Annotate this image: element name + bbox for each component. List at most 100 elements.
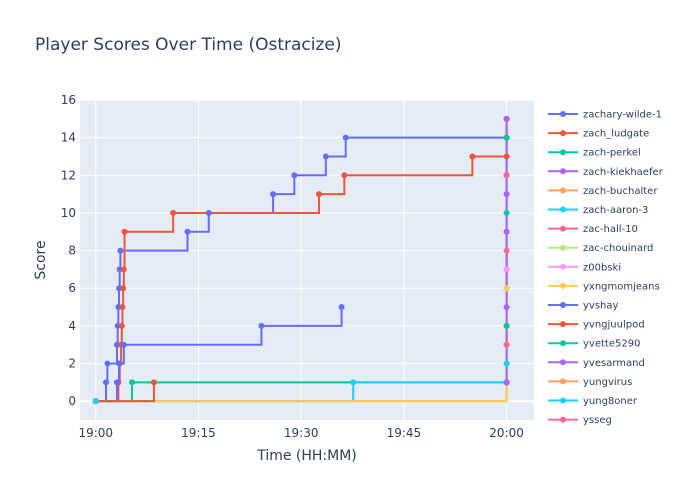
data-point <box>503 341 510 348</box>
legend-marker-swatch <box>560 130 566 137</box>
legend-marker-swatch <box>560 282 566 289</box>
legend-item[interactable]: yvshay <box>548 301 619 312</box>
legend-label: zach-kiekhaefer <box>583 167 664 178</box>
data-point <box>342 134 349 141</box>
legend[interactable]: zachary-wilde-1 zach_ludgate zach-perkel za… <box>548 110 664 427</box>
legend-item[interactable]: yvngjuulpod <box>548 320 645 331</box>
data-point <box>258 322 265 329</box>
y-axis-title: Score <box>33 240 49 279</box>
data-point <box>115 304 122 311</box>
data-point <box>503 247 510 254</box>
legend-label: zach-aaron-3 <box>583 205 648 216</box>
legend-marker-swatch <box>560 244 566 251</box>
y-tick-label: 14 <box>61 131 76 145</box>
data-point <box>120 341 127 348</box>
legend-item[interactable]: zach-buchalter <box>548 186 658 197</box>
legend-marker-swatch <box>560 149 566 156</box>
data-point <box>469 153 476 160</box>
x-tick-label: 20:00 <box>489 426 524 440</box>
data-point <box>350 379 357 386</box>
legend-item[interactable]: yungvirus <box>548 377 632 388</box>
legend-label: yung8oner <box>583 396 638 407</box>
data-point <box>150 379 157 386</box>
legend-label: z00bski <box>583 262 621 273</box>
legend-marker-swatch <box>560 187 566 194</box>
legend-label: yxngmomjeans <box>583 281 660 292</box>
legend-item[interactable]: yvette5290 <box>548 339 640 350</box>
legend-item[interactable]: zach-aaron-3 <box>548 205 648 216</box>
data-point <box>503 285 510 292</box>
legend-marker-swatch <box>560 359 566 366</box>
legend-label: zachary-wilde-1 <box>583 110 662 121</box>
legend-label: yungvirus <box>583 377 632 388</box>
y-tick-label: 6 <box>68 281 76 295</box>
legend-marker-swatch <box>560 397 566 404</box>
legend-marker-swatch <box>560 321 566 328</box>
data-point <box>322 153 329 160</box>
data-point <box>104 360 111 367</box>
series-line <box>95 307 343 403</box>
data-point <box>170 209 177 216</box>
data-point <box>503 191 510 198</box>
x-tick-label: 19:45 <box>387 426 422 440</box>
data-point <box>315 191 322 198</box>
legend-item[interactable]: zach-perkel <box>548 148 641 159</box>
data-point <box>503 304 510 311</box>
legend-item[interactable]: ysseg <box>548 415 612 426</box>
legend-marker-swatch <box>560 263 566 270</box>
legend-item[interactable]: zac-hall-10 <box>548 224 638 235</box>
data-point <box>117 247 124 254</box>
legend-item[interactable]: z00bski <box>548 262 621 273</box>
data-point <box>503 360 510 367</box>
legend-label: yvshay <box>583 301 619 312</box>
data-point <box>338 304 345 311</box>
data-point <box>121 228 128 235</box>
series-line <box>95 382 155 403</box>
data-point <box>270 191 277 198</box>
legend-marker-swatch <box>560 225 566 232</box>
plot-area <box>80 100 534 420</box>
data-point <box>503 134 510 141</box>
legend-marker-swatch <box>560 168 566 175</box>
legend-label: ysseg <box>583 415 612 426</box>
y-tick-label: 4 <box>68 319 76 333</box>
legend-label: zac-hall-10 <box>583 224 638 235</box>
x-tick-label: 19:15 <box>181 426 216 440</box>
y-tick-label: 8 <box>68 244 76 258</box>
data-point <box>205 209 212 216</box>
x-axis-title: Time (HH:MM) <box>256 448 357 464</box>
legend-marker-swatch <box>560 206 566 213</box>
legend-item[interactable]: zach_ludgate <box>548 129 649 140</box>
legend-item[interactable]: zac-chouinard <box>548 243 653 254</box>
legend-item[interactable]: zach-kiekhaefer <box>548 167 664 178</box>
legend-item[interactable]: yxngmomjeans <box>548 281 660 292</box>
x-tick-label: 19:30 <box>284 426 319 440</box>
legend-marker-swatch <box>560 340 566 347</box>
data-point <box>503 209 510 216</box>
legend-item[interactable]: zachary-wilde-1 <box>548 110 662 121</box>
legend-label: yvette5290 <box>583 339 640 350</box>
data-point <box>113 341 120 348</box>
points-layer <box>92 115 510 405</box>
data-point <box>503 115 510 122</box>
data-point <box>116 266 123 273</box>
legend-item[interactable]: yvesarmand <box>548 358 645 369</box>
data-point <box>116 285 123 292</box>
y-tick-label: 2 <box>68 357 76 371</box>
data-point <box>92 398 99 405</box>
data-point <box>114 322 121 329</box>
legend-label: zach_ludgate <box>583 129 649 140</box>
legend-scroll-area[interactable] <box>544 100 700 420</box>
y-tick-label: 12 <box>61 168 76 182</box>
x-tick-label: 19:00 <box>78 426 113 440</box>
data-point <box>341 172 348 179</box>
legend-item[interactable]: yung8oner <box>548 396 638 407</box>
data-point <box>503 322 510 329</box>
data-point <box>291 172 298 179</box>
legend-label: zac-chouinard <box>583 243 653 254</box>
data-point <box>103 379 110 386</box>
legend-label: yvngjuulpod <box>583 320 645 331</box>
data-point <box>503 228 510 235</box>
legend-label: yvesarmand <box>583 358 645 369</box>
